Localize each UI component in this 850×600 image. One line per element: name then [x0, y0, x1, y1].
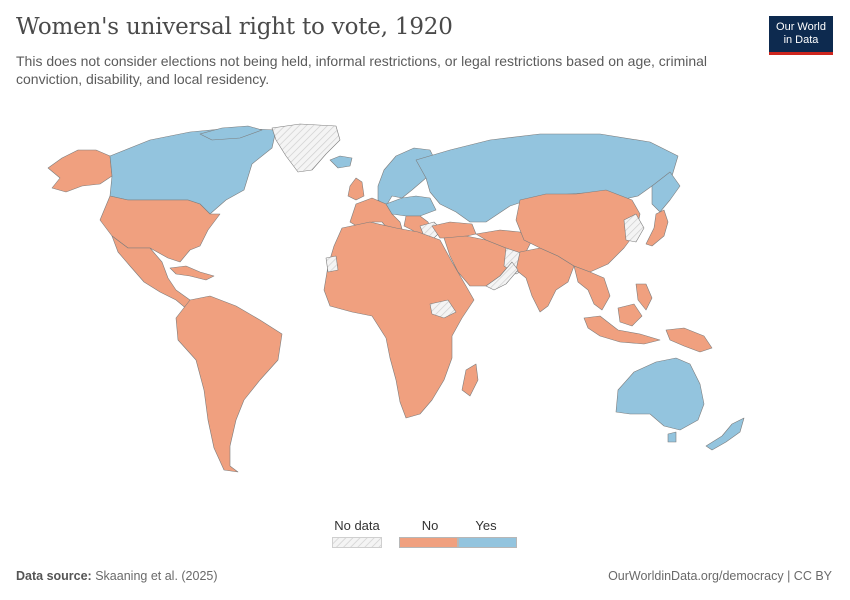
data-source-text[interactable]: Skaaning et al. (2025) [95, 569, 218, 583]
legend-yes-label: Yes [475, 518, 497, 533]
chart-subtitle: This does not consider elections not bei… [16, 53, 708, 87]
region-madagascar[interactable] [461, 363, 479, 397]
region-korea-manchuria[interactable] [623, 213, 645, 243]
region-southeast-asia[interactable] [573, 265, 611, 311]
region-indonesia[interactable] [583, 315, 661, 345]
legend-yes-swatch[interactable] [458, 537, 517, 548]
logo-line-1: Our World [776, 21, 826, 33]
region-central-europe[interactable] [385, 195, 437, 217]
region-canadian-arctic[interactable] [199, 125, 263, 141]
region-russia-east[interactable] [651, 171, 681, 213]
chart-title: Women's universal right to vote, 1920 [16, 14, 453, 40]
region-iceland[interactable] [329, 155, 353, 169]
region-borneo[interactable] [617, 303, 643, 327]
region-new-guinea[interactable] [665, 327, 713, 353]
region-china[interactable] [515, 189, 641, 273]
region-alaska[interactable] [47, 149, 113, 193]
data-source: Data source: Skaaning et al. (2025) [16, 569, 218, 583]
region-western-sahara-nodata[interactable] [325, 255, 339, 273]
region-uk-ireland[interactable] [347, 177, 365, 201]
region-africa[interactable] [323, 221, 475, 419]
region-philippines[interactable] [635, 283, 653, 311]
region-south-america[interactable] [175, 295, 283, 473]
legend-no-swatch[interactable] [399, 537, 458, 548]
region-caribbean[interactable] [169, 265, 215, 281]
region-arabian-coast-nodata[interactable] [485, 261, 519, 291]
data-source-label: Data source: [16, 569, 92, 583]
footer-url[interactable]: OurWorldinData.org/democracy | CC BY [608, 569, 832, 583]
region-greenland[interactable] [271, 123, 341, 173]
legend-no-data-label: No data [334, 518, 380, 533]
region-turkey[interactable] [431, 221, 477, 239]
region-japan[interactable] [645, 209, 669, 247]
region-tasmania[interactable] [667, 431, 677, 443]
legend-no-data-swatch[interactable] [332, 537, 382, 548]
world-map[interactable] [0, 110, 850, 490]
region-new-zealand[interactable] [705, 417, 745, 451]
region-ethiopia-nodata[interactable] [429, 299, 457, 319]
owid-logo[interactable]: Our World in Data [769, 16, 833, 55]
logo-line-2: in Data [783, 34, 819, 46]
region-australia[interactable] [615, 357, 705, 431]
legend-no-label: No [421, 518, 439, 533]
